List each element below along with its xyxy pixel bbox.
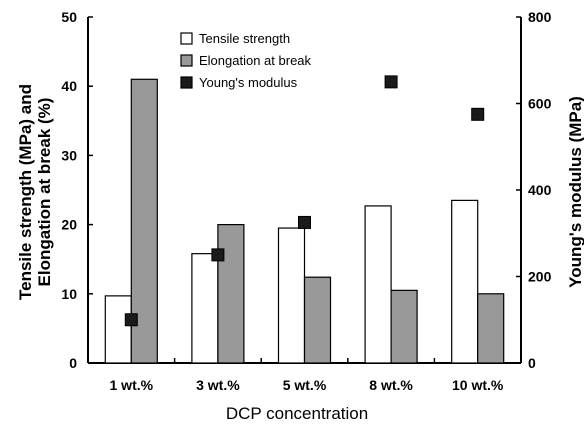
bars xyxy=(104,78,505,364)
points xyxy=(124,75,485,327)
right-tick-label: 800 xyxy=(528,9,552,25)
left-tick-label: 40 xyxy=(61,78,77,94)
left-axis-label-line-2: Elongation at break (%) xyxy=(35,98,54,287)
legend-label-youngs-modulus: Young's modulus xyxy=(199,75,298,90)
x-tick-label: 10 wt.% xyxy=(452,377,504,393)
x-tick-label: 3 wt.% xyxy=(196,377,240,393)
left-tick-label: 30 xyxy=(61,147,77,163)
bar-tensile-strength-10-wt xyxy=(451,199,479,364)
bar-elongation-at-break-8-wt xyxy=(390,289,418,364)
bar-tensile-strength-1-wt xyxy=(104,295,132,364)
legend: Tensile strength Elongation at break You… xyxy=(180,31,312,90)
point-young-s-modulus-10-wt xyxy=(471,107,485,121)
legend-swatch-elongation-at-break xyxy=(180,54,193,67)
right-axis-label: Young's modulus (MPa) xyxy=(566,96,584,288)
legend-label-tensile-strength: Tensile strength xyxy=(199,31,290,46)
bar-elongation-at-break-3-wt xyxy=(217,224,245,364)
right-tick-label: 600 xyxy=(528,96,552,112)
x-tick-label: 5 wt.% xyxy=(283,377,327,393)
left-tick-label: 10 xyxy=(61,286,77,302)
left-tick-label: 50 xyxy=(61,9,77,25)
point-young-s-modulus-8-wt xyxy=(384,75,398,89)
x-tick-label: 8 wt.% xyxy=(369,377,413,393)
bar-elongation-at-break-10-wt xyxy=(477,293,505,364)
bar-tensile-strength-3-wt xyxy=(191,253,219,364)
legend-label-elongation-at-break: Elongation at break xyxy=(199,53,312,68)
x-axis-label: DCP concentration xyxy=(226,404,368,423)
point-young-s-modulus-1-wt xyxy=(124,313,138,327)
point-young-s-modulus-5-wt xyxy=(298,215,311,229)
bar-tensile-strength-8-wt xyxy=(364,205,392,364)
left-tick-label: 0 xyxy=(69,355,77,371)
right-tick-label: 200 xyxy=(528,269,552,285)
left-axis-label: Tensile strength (MPa) and Elongation at… xyxy=(16,84,54,300)
ticks: 0 10 20 30 40 50 0 200 400 600 800 1 wt.% 3 wt.% 5 wt… xyxy=(61,9,551,393)
right-tick-label: 0 xyxy=(528,355,536,371)
bar-elongation-at-break-5-wt xyxy=(303,276,332,364)
legend-swatch-tensile-strength xyxy=(180,32,193,45)
right-tick-label: 400 xyxy=(528,182,552,198)
left-tick-label: 20 xyxy=(61,217,77,233)
x-tick-label: 1 wt.% xyxy=(110,377,154,393)
bar-tensile-strength-5-wt xyxy=(277,227,306,364)
point-young-s-modulus-3-wt xyxy=(211,248,225,262)
left-axis-label-line-1: Tensile strength (MPa) and xyxy=(16,84,35,300)
legend-swatch-youngs-modulus xyxy=(180,76,193,89)
